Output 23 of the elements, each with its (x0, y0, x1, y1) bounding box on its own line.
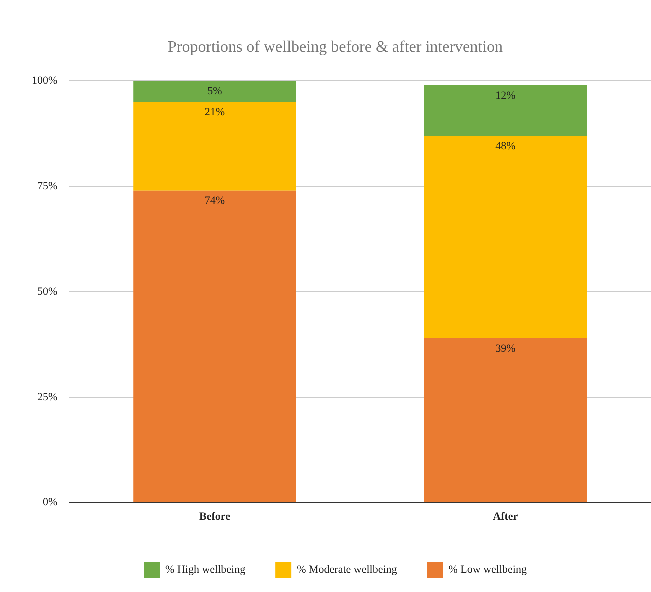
x-tick-label: After (493, 511, 518, 524)
legend-label: % Moderate wellbeing (297, 564, 398, 576)
bar (134, 81, 296, 102)
legend-label: % High wellbeing (166, 564, 246, 576)
bar (134, 102, 296, 191)
y-tick-label: 50% (37, 286, 58, 298)
bar (424, 338, 588, 502)
y-tick-label: 100% (32, 75, 58, 88)
x-tick-label: Before (200, 511, 231, 524)
legend-label: % Low wellbeing (448, 564, 528, 576)
bar (424, 85, 588, 136)
data-label: 21% (204, 106, 226, 119)
data-label: 12% (496, 90, 516, 102)
bar (424, 136, 588, 338)
data-label: 48% (496, 140, 516, 152)
bar (134, 190, 296, 502)
y-tick-label: 25% (37, 391, 58, 404)
chart-title: Proportions of wellbeing before & after intervention (168, 38, 504, 56)
data-label: 39% (496, 342, 516, 355)
data-label: 74% (204, 195, 226, 208)
y-tick-label: 0% (42, 496, 58, 509)
data-label: 5% (208, 86, 222, 98)
y-tick-label: 75% (37, 180, 58, 192)
